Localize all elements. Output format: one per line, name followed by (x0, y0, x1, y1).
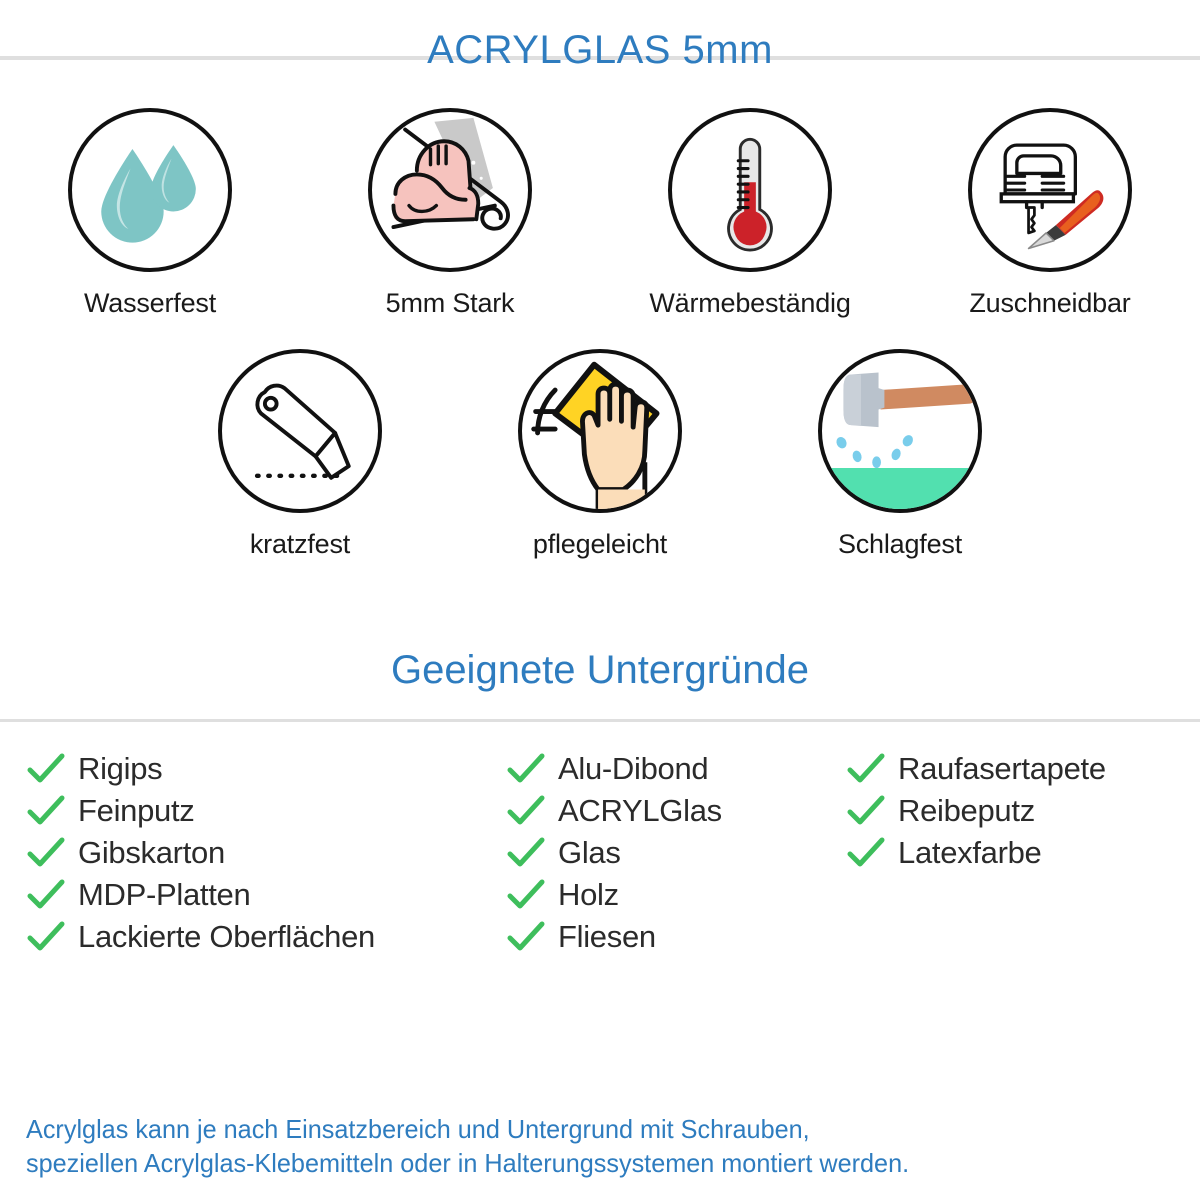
list-item-label: ACRYLGlas (558, 793, 722, 828)
list-item[interactable]: Lackierte Oberflächen (26, 916, 506, 958)
list-item-label: Holz (558, 877, 619, 912)
feature-label: Zuschneidbar (969, 288, 1131, 318)
list-item[interactable]: Latexfarbe (846, 832, 1186, 874)
list-item[interactable]: ACRYLGlas (506, 790, 846, 832)
list-item[interactable]: Feinputz (26, 790, 506, 832)
substrates-divider (0, 719, 1200, 722)
page-title: ACRYLGLAS 5mm (427, 28, 773, 72)
feature-wasserfest[interactable]: Wasserfest (0, 108, 300, 319)
feature-grid: Wasserfest (0, 60, 1200, 560)
substrate-column-2: Alu-Dibond ACRYLGlas Glas Holz Fliesen (506, 748, 846, 958)
feature-label: Wasserfest (83, 288, 217, 318)
check-icon (846, 753, 886, 785)
list-item[interactable]: Alu-Dibond (506, 748, 846, 790)
footer-line-2: speziellen Acrylglas-Klebemitteln oder i… (26, 1148, 910, 1179)
list-item[interactable]: Glas (506, 832, 846, 874)
check-icon (26, 837, 66, 869)
list-item-label: Glas (558, 835, 621, 870)
list-item-label: Lackierte Oberflächen (78, 919, 375, 954)
check-icon (506, 837, 546, 869)
list-item[interactable]: Gibskarton (26, 832, 506, 874)
wiping-hand-cloth-icon (531, 361, 660, 509)
cutter-knife-icon (254, 383, 351, 480)
feature-pflegeleicht[interactable]: pflegeleicht (450, 349, 750, 560)
list-item-label: Alu-Dibond (558, 751, 709, 786)
feature-label: Wärmebeständig (649, 288, 851, 318)
feature-label: kratzfest (249, 529, 351, 559)
check-icon (26, 879, 66, 911)
check-icon (506, 879, 546, 911)
check-icon (846, 795, 886, 827)
header-divider (0, 56, 1200, 60)
list-item[interactable]: Raufasertapete (846, 748, 1186, 790)
list-item-label: Feinputz (78, 793, 195, 828)
feature-label: 5mm Stark (385, 288, 515, 318)
icon-circle (368, 108, 532, 272)
icon-circle (68, 108, 232, 272)
footer-note: Acrylglas kann je nach Einsatzbereich un… (26, 1112, 1155, 1181)
feature-zuschneidbar[interactable]: Zuschneidbar (900, 108, 1200, 319)
check-icon (506, 795, 546, 827)
list-item[interactable]: Fliesen (506, 916, 846, 958)
list-item-label: Raufasertapete (898, 751, 1106, 786)
list-item[interactable]: Rigips (26, 748, 506, 790)
icon-circle (218, 349, 382, 513)
list-item[interactable]: Holz (506, 874, 846, 916)
substrates-checklist: Rigips Feinputz Gibskarton MDP-Platten L… (0, 722, 1200, 958)
check-icon (26, 921, 66, 953)
feature-row-2: kratzfest (0, 349, 1200, 560)
water-drops-icon (101, 145, 196, 243)
check-icon (26, 795, 66, 827)
check-icon (506, 753, 546, 785)
list-item-label: Latexfarbe (898, 835, 1042, 870)
list-item-label: MDP-Platten (78, 877, 251, 912)
icon-circle (668, 108, 832, 272)
list-item-label: Fliesen (558, 919, 656, 954)
thermometer-icon (727, 137, 773, 252)
list-item[interactable]: Reibeputz (846, 790, 1186, 832)
icon-circle (518, 349, 682, 513)
feature-kratzfest[interactable]: kratzfest (150, 349, 450, 560)
check-icon (26, 753, 66, 785)
list-item[interactable]: MDP-Platten (26, 874, 506, 916)
jigsaw-cutter-icon (999, 143, 1104, 250)
feature-label: pflegeleicht (532, 529, 668, 559)
feature-schlagfest[interactable]: Schlagfest (750, 349, 1050, 560)
check-icon (846, 837, 886, 869)
hammer-impact-icon (822, 372, 978, 509)
substrate-column-1: Rigips Feinputz Gibskarton MDP-Platten L… (26, 748, 506, 958)
check-icon (506, 921, 546, 953)
flexing-arm-icon (391, 117, 519, 233)
icon-circle (968, 108, 1132, 272)
feature-waermebestaendig[interactable]: Wärmebeständig (600, 108, 900, 319)
feature-row-1: Wasserfest (0, 108, 1200, 319)
footer-line-1: Acrylglas kann je nach Einsatzbereich un… (26, 1114, 810, 1144)
substrate-column-3: Raufasertapete Reibeputz Latexfarbe (846, 748, 1186, 958)
icon-circle (818, 349, 982, 513)
feature-5mm-stark[interactable]: 5mm Stark (300, 108, 600, 319)
section-heading-substrates: Geeignete Untergründe (390, 648, 810, 692)
feature-label: Schlagfest (837, 529, 963, 559)
list-item-label: Gibskarton (78, 835, 225, 870)
list-item-label: Reibeputz (898, 793, 1035, 828)
list-item-label: Rigips (78, 751, 163, 786)
